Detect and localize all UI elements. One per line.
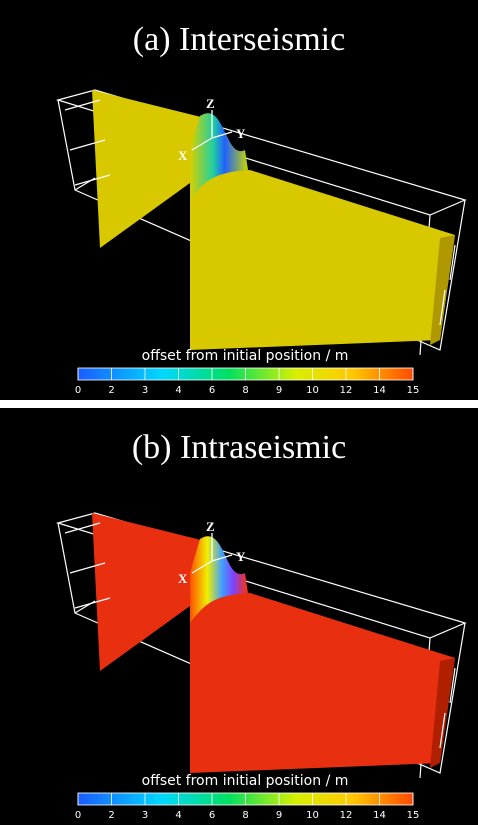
panel-title: (a) Interseismic	[133, 21, 345, 58]
axis-label-y: Y	[236, 126, 246, 141]
axis-label-y: Y	[236, 549, 246, 564]
colorbar-tick-label: 10	[306, 810, 319, 821]
axis-label-x: X	[178, 148, 188, 163]
colorbar-tick-label: 9	[276, 810, 282, 821]
colorbar-tick-label: 3	[142, 810, 148, 821]
colorbar-tick-label: 14	[373, 810, 386, 821]
colorbar-tick-label: 4	[175, 810, 181, 821]
colorbar-label: offset from initial position / m	[142, 348, 349, 364]
colorbar-tick-label: 2	[108, 385, 114, 396]
colorbar-tick-label: 12	[340, 385, 353, 396]
colorbar-tick-label: 4	[175, 385, 181, 396]
colorbar-label: offset from initial position / m	[142, 773, 349, 789]
colorbar-tick-label: 15	[407, 810, 420, 821]
colorbar-tick-label: 8	[242, 385, 248, 396]
axis-label-z: Z	[206, 96, 215, 111]
colorbar-tick-label: 10	[306, 385, 319, 396]
colorbar-tick-label: 2	[108, 810, 114, 821]
axis-label-x: X	[178, 571, 188, 586]
figure: (a) Interseismic Z Y Xoffset from initial p…	[0, 0, 478, 825]
colorbar-tick-label: 14	[373, 385, 386, 396]
colorbar-tick-label: 3	[142, 385, 148, 396]
colorbar-tick-label: 6	[209, 810, 215, 821]
colorbar-tick-label: 6	[209, 385, 215, 396]
colorbar-tick-label: 9	[276, 385, 282, 396]
colorbar-tick-label: 0	[75, 810, 81, 821]
colorbar-tick-label: 15	[407, 385, 420, 396]
panel-title: (b) Intraseismic	[132, 429, 346, 466]
axis-label-z: Z	[206, 519, 215, 534]
colorbar-tick-label: 0	[75, 385, 81, 396]
colorbar-tick-label: 8	[242, 810, 248, 821]
colorbar-tick-label: 12	[340, 810, 353, 821]
